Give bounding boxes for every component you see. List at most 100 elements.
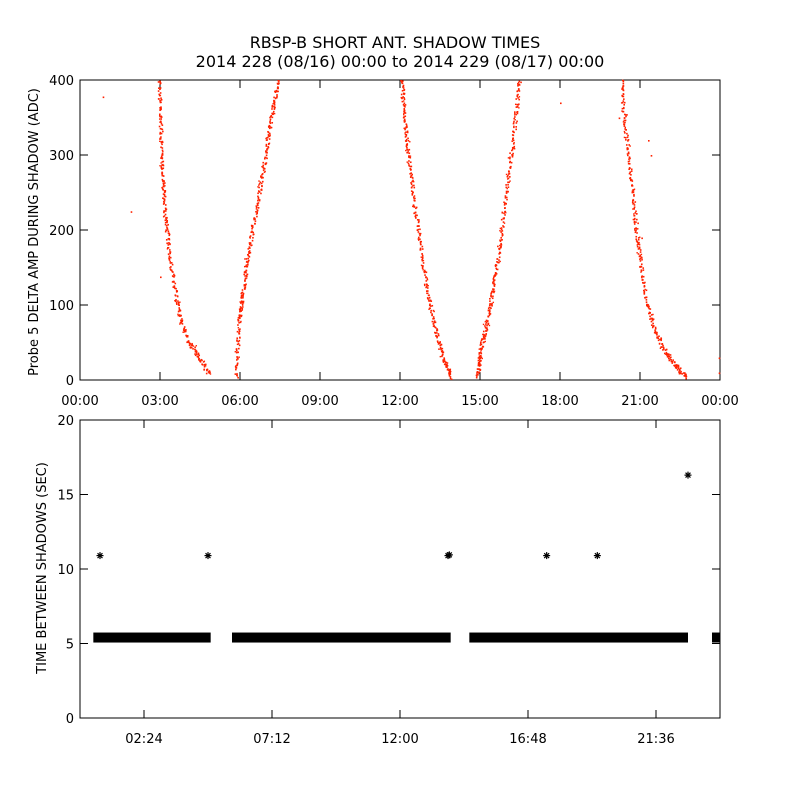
amplitude-point xyxy=(478,353,480,355)
interval-outlier-point xyxy=(96,552,104,560)
amplitude-point xyxy=(510,161,513,164)
amplitude-point xyxy=(164,182,166,184)
amplitude-point xyxy=(494,283,496,286)
amplitude-point xyxy=(179,315,181,317)
amplitude-point xyxy=(236,356,238,358)
amplitude-point xyxy=(411,192,414,195)
amplitude-point xyxy=(444,363,446,366)
amplitude-point xyxy=(409,172,411,175)
amplitude-point xyxy=(627,160,630,163)
amplitude-point xyxy=(405,140,408,142)
amplitude-point xyxy=(513,122,515,124)
amplitude-point xyxy=(159,106,161,109)
amplitude-point xyxy=(634,229,636,231)
amplitude-point xyxy=(640,276,643,278)
amplitude-point xyxy=(168,255,171,258)
amplitude-point xyxy=(241,303,244,306)
amplitude-point xyxy=(682,372,685,374)
top-y-tick-label: 300 xyxy=(49,149,74,164)
amplitude-point xyxy=(446,365,449,367)
amplitude-point xyxy=(632,198,634,201)
amplitude-point xyxy=(403,97,405,99)
amplitude-point xyxy=(433,326,436,328)
amplitude-point xyxy=(436,336,438,339)
amplitude-point xyxy=(159,92,162,94)
amplitude-point xyxy=(437,333,440,335)
amplitude-point xyxy=(666,355,669,358)
amplitude-point xyxy=(484,321,487,323)
amplitude-point xyxy=(503,204,506,206)
amplitude-point xyxy=(670,360,673,363)
amplitude-point xyxy=(168,259,171,261)
amplitude-point xyxy=(169,243,171,245)
amplitude-point xyxy=(496,268,499,271)
amplitude-point xyxy=(515,106,518,108)
amplitude-point xyxy=(509,167,512,169)
amplitude-point xyxy=(491,297,494,300)
amplitude-point xyxy=(498,256,501,259)
amplitude-point xyxy=(256,212,259,215)
amplitude-point xyxy=(678,368,681,371)
amplitude-point xyxy=(405,131,407,133)
amplitude-point xyxy=(236,357,239,359)
amplitude-point xyxy=(639,266,642,268)
amplitude-point xyxy=(269,125,271,128)
amplitude-point xyxy=(246,275,248,278)
amplitude-point xyxy=(649,315,651,318)
amplitude-point xyxy=(643,290,646,292)
amplitude-point xyxy=(160,122,163,125)
amplitude-point xyxy=(431,304,434,307)
amplitude-point xyxy=(479,347,482,350)
amplitude-point xyxy=(169,249,171,251)
amplitude-point xyxy=(483,337,486,339)
amplitude-point xyxy=(257,196,260,199)
amplitude-point xyxy=(421,256,424,259)
amplitude-point xyxy=(516,111,518,114)
amplitude-point xyxy=(625,144,628,146)
amplitude-point xyxy=(637,242,640,244)
amplitude-point xyxy=(484,326,487,329)
amplitude-point xyxy=(488,304,491,307)
amplitude-point xyxy=(630,168,633,171)
amplitude-point xyxy=(236,339,238,341)
amplitude-point xyxy=(718,372,721,375)
amplitude-point xyxy=(623,101,626,104)
amplitude-point xyxy=(623,98,625,100)
amplitude-point xyxy=(656,336,658,338)
amplitude-point xyxy=(414,211,417,214)
amplitude-point xyxy=(677,367,680,370)
amplitude-point xyxy=(516,95,519,98)
amplitude-point xyxy=(477,357,480,359)
amplitude-point xyxy=(492,288,495,291)
amplitude-point xyxy=(494,274,496,276)
bottom-y-tick-label: 20 xyxy=(57,414,74,429)
amplitude-point xyxy=(400,93,403,96)
amplitude-point xyxy=(508,161,511,164)
amplitude-point xyxy=(677,364,679,367)
amplitude-point xyxy=(195,350,198,353)
amplitude-point xyxy=(490,294,492,296)
amplitude-point xyxy=(412,196,415,198)
amplitude-point xyxy=(640,263,643,266)
amplitude-point xyxy=(637,238,640,241)
amplitude-point xyxy=(639,257,642,260)
amplitude-point xyxy=(498,261,500,264)
amplitude-point xyxy=(405,149,407,152)
amplitude-point xyxy=(440,350,443,353)
amplitude-point xyxy=(487,323,489,326)
amplitude-point xyxy=(409,168,412,170)
amplitude-point xyxy=(509,157,511,160)
amplitude-point xyxy=(444,360,446,362)
amplitude-point xyxy=(478,348,480,350)
amplitude-point xyxy=(265,151,268,153)
amplitude-point xyxy=(641,257,643,259)
amplitude-point xyxy=(486,327,488,329)
amplitude-point xyxy=(236,343,239,346)
amplitude-point xyxy=(238,328,240,331)
amplitude-point xyxy=(238,347,240,350)
amplitude-point xyxy=(271,112,273,115)
amplitude-point xyxy=(189,342,191,345)
amplitude-point xyxy=(648,311,651,314)
amplitude-point xyxy=(487,309,490,311)
amplitude-point xyxy=(513,147,515,149)
